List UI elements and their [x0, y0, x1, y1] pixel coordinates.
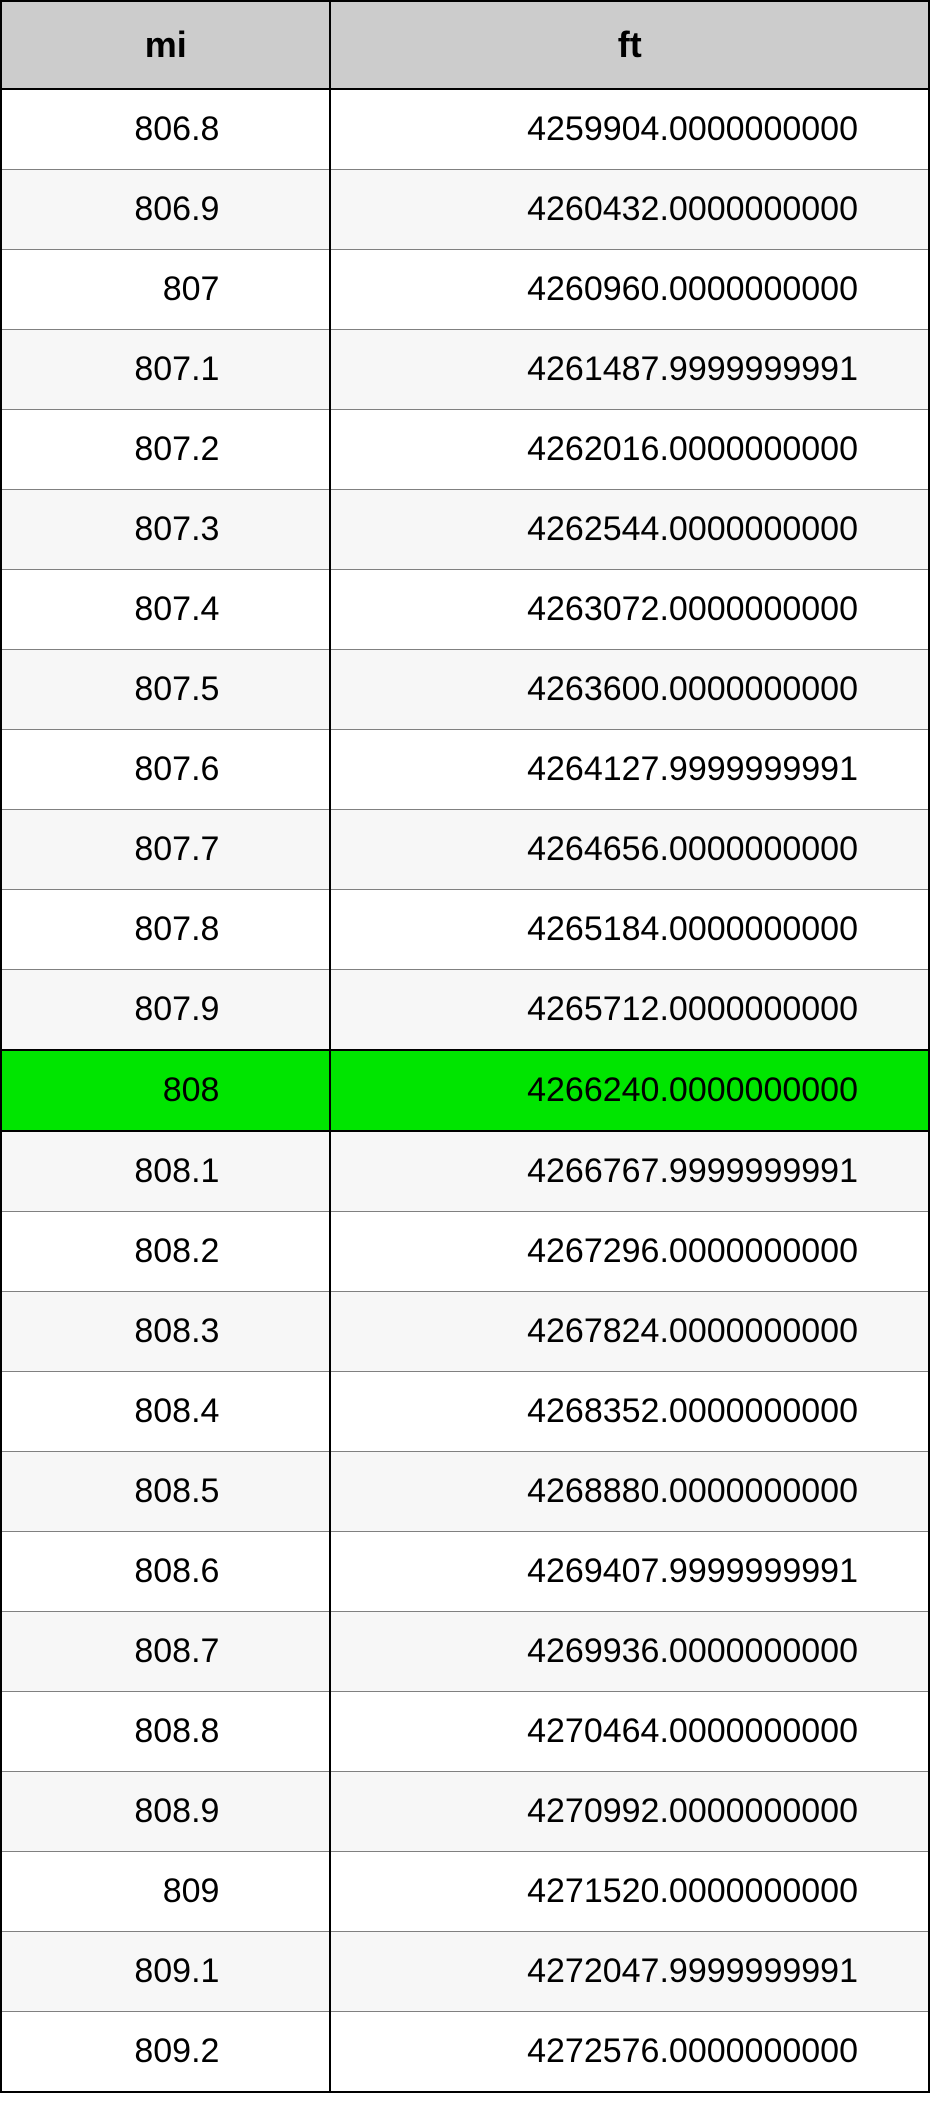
table-row: 808.14266767.9999999991 — [1, 1131, 929, 1212]
table-row: 807.84265184.0000000000 — [1, 890, 929, 970]
cell-mi: 807.8 — [1, 890, 330, 970]
table-row: 808.34267824.0000000000 — [1, 1292, 929, 1372]
table-row: 807.14261487.9999999991 — [1, 330, 929, 410]
cell-ft: 4271520.0000000000 — [330, 1852, 929, 1932]
table-row: 807.74264656.0000000000 — [1, 810, 929, 890]
cell-ft: 4269936.0000000000 — [330, 1612, 929, 1692]
cell-ft: 4269407.9999999991 — [330, 1532, 929, 1612]
cell-mi: 808.4 — [1, 1372, 330, 1452]
cell-ft: 4272576.0000000000 — [330, 2012, 929, 2093]
table-body: 806.84259904.0000000000806.94260432.0000… — [1, 89, 929, 2092]
table-row: 808.54268880.0000000000 — [1, 1452, 929, 1532]
cell-ft: 4262544.0000000000 — [330, 490, 929, 570]
cell-mi: 808.1 — [1, 1131, 330, 1212]
table-row: 809.14272047.9999999991 — [1, 1932, 929, 2012]
cell-ft: 4265712.0000000000 — [330, 970, 929, 1051]
column-header-mi: mi — [1, 1, 330, 89]
cell-mi: 807.2 — [1, 410, 330, 490]
cell-mi: 807.7 — [1, 810, 330, 890]
cell-mi: 808.8 — [1, 1692, 330, 1772]
cell-mi: 809 — [1, 1852, 330, 1932]
cell-ft: 4270992.0000000000 — [330, 1772, 929, 1852]
cell-ft: 4268880.0000000000 — [330, 1452, 929, 1532]
table-row: 807.34262544.0000000000 — [1, 490, 929, 570]
cell-mi: 806.9 — [1, 170, 330, 250]
table-row: 807.64264127.9999999991 — [1, 730, 929, 810]
column-header-ft: ft — [330, 1, 929, 89]
conversion-table: mi ft 806.84259904.0000000000806.9426043… — [0, 0, 930, 2093]
cell-mi: 807.9 — [1, 970, 330, 1051]
cell-ft: 4266240.0000000000 — [330, 1050, 929, 1131]
table-row: 808.84270464.0000000000 — [1, 1692, 929, 1772]
cell-mi: 808.5 — [1, 1452, 330, 1532]
cell-ft: 4261487.9999999991 — [330, 330, 929, 410]
cell-mi: 807.1 — [1, 330, 330, 410]
table-header-row: mi ft — [1, 1, 929, 89]
table-row: 8074260960.0000000000 — [1, 250, 929, 330]
cell-ft: 4267296.0000000000 — [330, 1212, 929, 1292]
cell-ft: 4260960.0000000000 — [330, 250, 929, 330]
cell-mi: 808 — [1, 1050, 330, 1131]
table-row: 809.24272576.0000000000 — [1, 2012, 929, 2093]
cell-mi: 807.4 — [1, 570, 330, 650]
table-row: 808.64269407.9999999991 — [1, 1532, 929, 1612]
cell-ft: 4265184.0000000000 — [330, 890, 929, 970]
cell-mi: 808.6 — [1, 1532, 330, 1612]
table-row: 807.54263600.0000000000 — [1, 650, 929, 730]
cell-ft: 4263072.0000000000 — [330, 570, 929, 650]
table-row: 808.74269936.0000000000 — [1, 1612, 929, 1692]
cell-mi: 807.3 — [1, 490, 330, 570]
table-row: 8094271520.0000000000 — [1, 1852, 929, 1932]
cell-ft: 4266767.9999999991 — [330, 1131, 929, 1212]
cell-ft: 4267824.0000000000 — [330, 1292, 929, 1372]
cell-ft: 4260432.0000000000 — [330, 170, 929, 250]
cell-mi: 808.9 — [1, 1772, 330, 1852]
table-row: 8084266240.0000000000 — [1, 1050, 929, 1131]
table-row: 807.94265712.0000000000 — [1, 970, 929, 1051]
table-row: 807.44263072.0000000000 — [1, 570, 929, 650]
cell-mi: 808.7 — [1, 1612, 330, 1692]
table-row: 807.24262016.0000000000 — [1, 410, 929, 490]
cell-ft: 4259904.0000000000 — [330, 89, 929, 170]
table-row: 808.94270992.0000000000 — [1, 1772, 929, 1852]
cell-mi: 809.2 — [1, 2012, 330, 2093]
cell-ft: 4264656.0000000000 — [330, 810, 929, 890]
cell-mi: 806.8 — [1, 89, 330, 170]
cell-mi: 808.3 — [1, 1292, 330, 1372]
table-row: 808.24267296.0000000000 — [1, 1212, 929, 1292]
cell-mi: 807 — [1, 250, 330, 330]
cell-mi: 807.6 — [1, 730, 330, 810]
cell-ft: 4264127.9999999991 — [330, 730, 929, 810]
cell-ft: 4270464.0000000000 — [330, 1692, 929, 1772]
cell-ft: 4268352.0000000000 — [330, 1372, 929, 1452]
table-row: 808.44268352.0000000000 — [1, 1372, 929, 1452]
cell-ft: 4272047.9999999991 — [330, 1932, 929, 2012]
table-row: 806.94260432.0000000000 — [1, 170, 929, 250]
cell-ft: 4262016.0000000000 — [330, 410, 929, 490]
cell-mi: 809.1 — [1, 1932, 330, 2012]
cell-mi: 807.5 — [1, 650, 330, 730]
table-row: 806.84259904.0000000000 — [1, 89, 929, 170]
cell-ft: 4263600.0000000000 — [330, 650, 929, 730]
cell-mi: 808.2 — [1, 1212, 330, 1292]
